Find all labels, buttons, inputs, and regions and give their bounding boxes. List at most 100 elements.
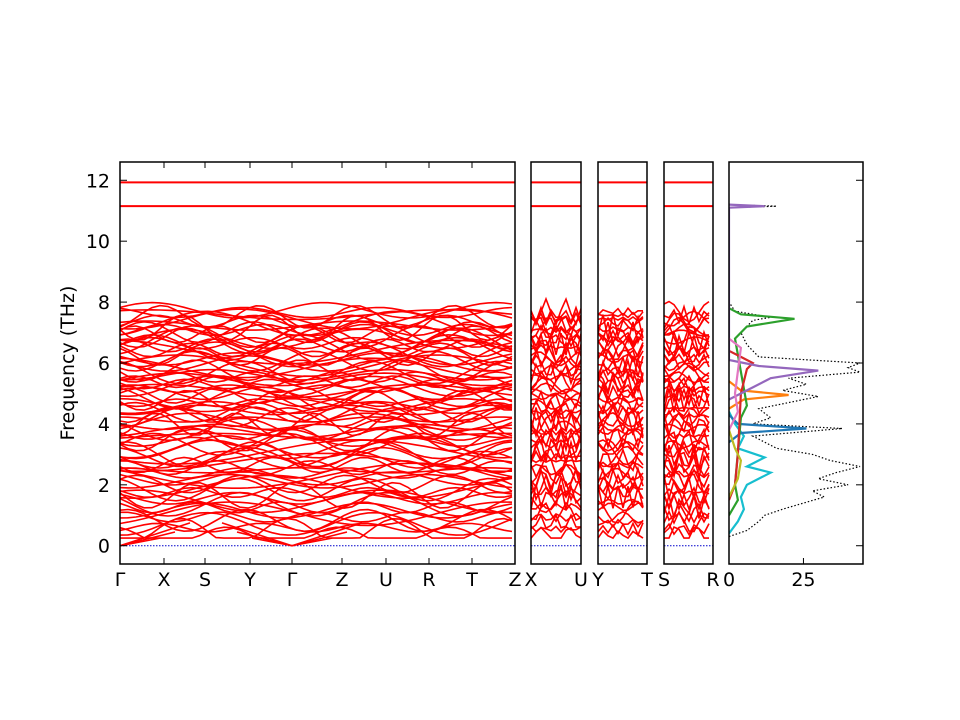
phonon-band bbox=[531, 355, 581, 370]
phonon-band bbox=[120, 491, 513, 505]
phonon-band bbox=[598, 485, 644, 501]
phonon-band bbox=[664, 312, 710, 333]
phonon-band bbox=[120, 441, 513, 468]
phonon-band bbox=[120, 384, 513, 394]
x-tick-label: Y bbox=[591, 569, 604, 591]
phonon-band bbox=[598, 510, 644, 524]
phonon-band bbox=[120, 306, 513, 319]
phonon-band bbox=[531, 392, 581, 401]
phonon-band bbox=[120, 417, 513, 442]
phonon-band bbox=[120, 308, 513, 321]
partial-dos-curve bbox=[729, 380, 789, 410]
y-tick-label: 6 bbox=[98, 353, 110, 375]
phonon-band bbox=[598, 425, 644, 451]
phonon-band bbox=[598, 481, 644, 494]
band-structure-lines bbox=[120, 181, 713, 547]
partial-dos-curve bbox=[729, 349, 755, 501]
phonon-band bbox=[120, 401, 513, 423]
phonon-band bbox=[598, 381, 644, 403]
x-tick-label: T bbox=[465, 569, 478, 591]
phonon-band bbox=[120, 508, 513, 533]
phonon-band bbox=[598, 336, 644, 359]
phonon-band bbox=[120, 439, 513, 460]
phonon-band bbox=[120, 477, 513, 502]
phonon-band bbox=[120, 351, 513, 366]
phonon-band bbox=[664, 409, 710, 422]
phonon-band bbox=[531, 512, 581, 523]
phonon-band bbox=[598, 335, 644, 352]
phonon-band bbox=[120, 412, 513, 432]
phonon-band bbox=[120, 368, 513, 381]
phonon-band bbox=[531, 388, 581, 397]
phonon-band bbox=[664, 345, 710, 366]
phonon-band bbox=[664, 427, 710, 455]
phonon-band bbox=[598, 529, 644, 540]
phonon-band bbox=[531, 333, 581, 347]
x-tick-label: T bbox=[640, 569, 653, 591]
phonon-band bbox=[120, 501, 513, 527]
phonon-band bbox=[120, 354, 513, 378]
y-tick-label: 4 bbox=[98, 414, 110, 436]
phonon-band bbox=[598, 326, 644, 334]
phonon-band bbox=[598, 403, 644, 429]
phonon-band bbox=[664, 336, 710, 345]
phonon-band bbox=[531, 472, 581, 503]
y-tick-label: 10 bbox=[86, 231, 110, 253]
phonon-band bbox=[120, 387, 513, 404]
phonon-band bbox=[531, 501, 581, 523]
phonon-band bbox=[664, 439, 710, 449]
phonon-band bbox=[598, 340, 644, 363]
dos-series-group bbox=[729, 203, 861, 538]
partial-dos-curve bbox=[729, 307, 795, 516]
phonon-band bbox=[531, 449, 581, 463]
phonon-band bbox=[598, 316, 644, 328]
phonon-band bbox=[598, 315, 644, 322]
phonon-band bbox=[120, 354, 513, 372]
y-axis-label: Frequency (THz) bbox=[57, 286, 79, 441]
x-tick-label: R bbox=[422, 569, 435, 591]
band-panel-2 bbox=[598, 181, 647, 547]
phonon-band bbox=[120, 338, 513, 353]
phonon-band bbox=[531, 326, 581, 348]
phonon-band bbox=[598, 370, 644, 399]
phonon-band bbox=[531, 458, 581, 464]
phonon-band bbox=[120, 462, 513, 489]
phonon-band bbox=[664, 375, 710, 394]
phonon-band bbox=[120, 481, 513, 510]
phonon-band bbox=[664, 446, 710, 474]
phonon-band bbox=[598, 440, 644, 456]
phonon-band bbox=[531, 483, 581, 511]
phonon-band bbox=[664, 405, 710, 418]
phonon-band bbox=[120, 360, 513, 385]
phonon-band bbox=[664, 468, 710, 489]
phonon-band bbox=[664, 364, 710, 383]
phonon-band bbox=[664, 495, 710, 519]
acoustic-branch bbox=[120, 531, 176, 547]
x-tick-label: Z bbox=[508, 569, 521, 591]
phonon-band bbox=[120, 400, 513, 415]
partial-dos-curve bbox=[729, 429, 743, 498]
y-tick-label: 8 bbox=[98, 292, 110, 314]
phonon-band bbox=[531, 361, 581, 386]
phonon-band bbox=[598, 354, 644, 379]
x-tick-label: X bbox=[157, 569, 170, 591]
phonon-band bbox=[120, 386, 513, 401]
dos-x-tick-label: 25 bbox=[791, 569, 815, 591]
phonon-band bbox=[664, 432, 710, 439]
phonon-band bbox=[120, 467, 513, 474]
phonon-band bbox=[120, 467, 513, 479]
phonon-band bbox=[120, 473, 513, 489]
phonon-band bbox=[598, 349, 644, 361]
phonon-band bbox=[598, 311, 644, 320]
phonon-band bbox=[120, 522, 513, 533]
phonon-band bbox=[664, 469, 710, 479]
phonon-band bbox=[598, 395, 644, 416]
phonon-band bbox=[120, 320, 513, 344]
phonon-band bbox=[664, 475, 710, 500]
x-tick-label: R bbox=[706, 569, 719, 591]
phonon-band bbox=[664, 329, 710, 338]
acoustic-branch bbox=[120, 537, 161, 547]
phonon-band bbox=[531, 513, 581, 530]
phonon-band bbox=[664, 526, 709, 539]
phonon-band bbox=[598, 306, 643, 317]
